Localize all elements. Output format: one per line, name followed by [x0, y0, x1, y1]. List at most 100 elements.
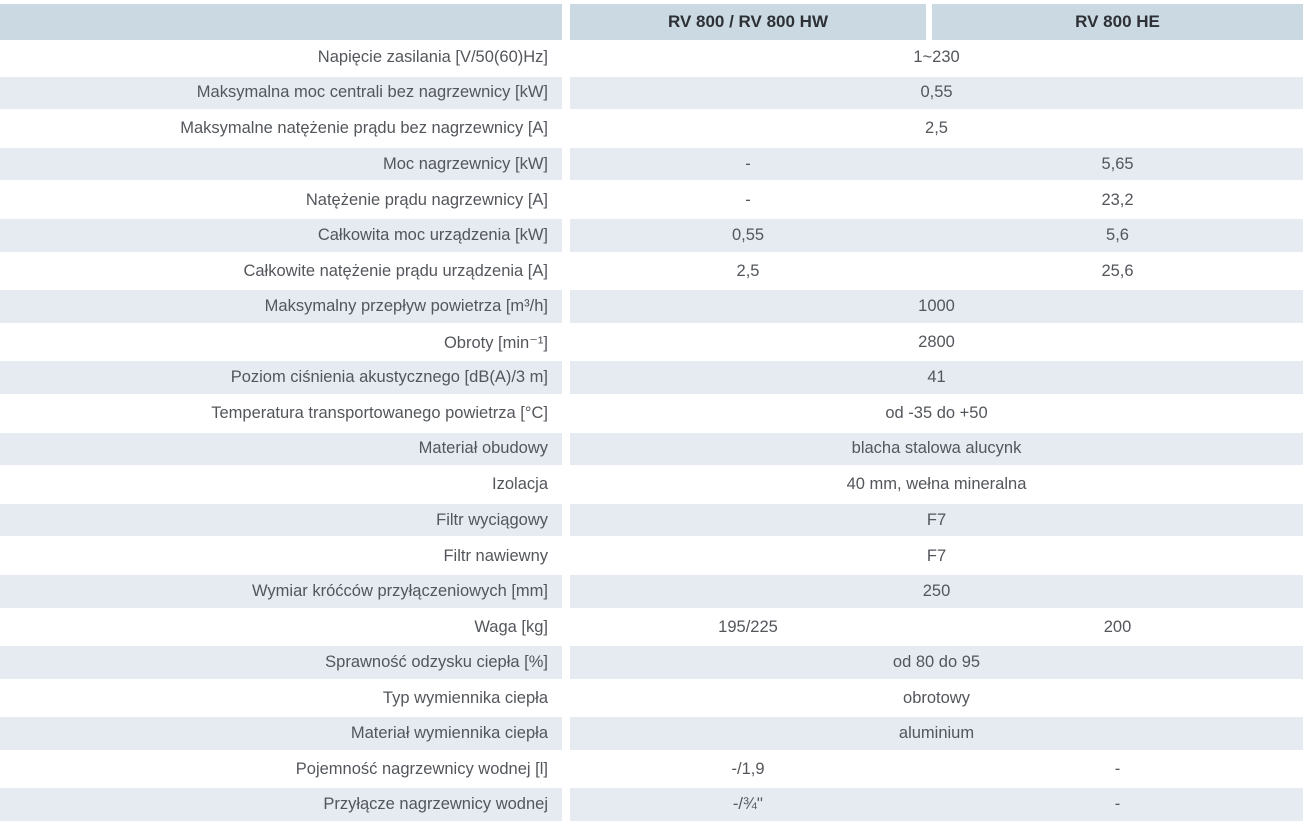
row-values: od -35 do +50 — [570, 396, 1303, 432]
table-row: Filtr nawiewny F7 — [0, 538, 1303, 574]
row-label: Natężenie prądu nagrzewnicy [A] — [305, 190, 548, 209]
row-value-rv800-hw: -/¾'' — [732, 795, 764, 814]
label-column-gap — [562, 573, 570, 610]
row-label: Wymiar króćców przyłączeniowych [mm] — [0, 573, 562, 610]
table-row: Maksymalna moc centrali bez nagrzewnicy … — [0, 75, 1303, 112]
label-column-gap — [562, 146, 570, 183]
table-row: Obroty [min⁻¹] 2800 — [0, 324, 1303, 361]
label-column-gap — [562, 217, 570, 254]
row-value-both-models: 1000 — [918, 296, 955, 315]
label-column-gap — [562, 360, 570, 396]
label-column-gap — [562, 502, 570, 539]
row-values: 1~230 — [570, 40, 1303, 76]
row-label: Całkowite natężenie prądu urządzenia [A] — [243, 261, 548, 280]
label-column-gap — [562, 4, 570, 40]
table-row: Moc nagrzewnicy [kW] - 5,65 — [0, 146, 1303, 183]
row-label: Waga [kg] — [474, 617, 548, 636]
header-empty-cell — [0, 4, 562, 40]
row-values: 1000 — [570, 289, 1303, 325]
row-label: Sprawność odzysku ciepła [%] — [0, 645, 562, 681]
row-values: F7 — [570, 502, 1303, 539]
row-label: Moc nagrzewnicy [kW] — [0, 146, 562, 183]
row-value-rv800-hw: - — [745, 190, 751, 209]
column-header-rv800-he: RV 800 HE — [932, 4, 1303, 40]
row-values: 0,55 — [570, 75, 1303, 112]
column-gap — [926, 4, 932, 40]
row-value-both-models: 1~230 — [913, 48, 960, 67]
row-label: Materiał wymiennika ciepła — [0, 716, 562, 752]
row-values: 250 — [570, 573, 1303, 610]
row-label: Maksymalne natężenie prądu bez nagrzewni… — [180, 119, 548, 138]
row-value-rv800-he: 5,6 — [1106, 225, 1129, 244]
row-value-rv800-hw: -/1,9 — [731, 760, 765, 779]
table-row: Całkowite natężenie prądu urządzenia [A]… — [0, 253, 1303, 290]
label-column-gap — [562, 787, 570, 823]
row-value-both-models: 41 — [927, 368, 946, 387]
row-value-rv800-he: - — [1114, 795, 1121, 814]
row-values: 40 mm, wełna mineralna — [570, 467, 1303, 503]
table-row: Całkowita moc urządzenia [kW] 0,55 5,6 — [0, 217, 1303, 254]
row-value-rv800-he: 23,2 — [1101, 190, 1134, 209]
row-values: od 80 do 95 — [570, 645, 1303, 681]
table-row: Maksymalny przepływ powietrza [m³/h] 1000 — [0, 289, 1303, 325]
row-value-rv800-he: 25,6 — [1101, 261, 1134, 280]
row-values: -/1,9 - — [570, 752, 1303, 788]
row-values: blacha stalowa alucynk — [570, 431, 1303, 468]
row-values: 41 — [570, 360, 1303, 396]
table-row: Napięcie zasilania [V/50(60)Hz] 1~230 — [0, 40, 1303, 76]
row-label: Typ wymiennika ciepła — [382, 688, 548, 707]
table-row: Waga [kg] 195/225 200 — [0, 609, 1303, 646]
row-label: Maksymalna moc centrali bez nagrzewnicy … — [0, 75, 562, 112]
label-column-gap — [562, 467, 570, 503]
table-row: Poziom ciśnienia akustycznego [dB(A)/3 m… — [0, 360, 1303, 396]
label-column-gap — [562, 289, 570, 325]
row-label: Przyłącze nagrzewnicy wodnej — [0, 787, 562, 823]
row-values: - 23,2 — [570, 182, 1303, 218]
table-row: Natężenie prądu nagrzewnicy [A] - 23,2 — [0, 182, 1303, 218]
row-values: obrotowy — [570, 681, 1303, 717]
row-label: Izolacja — [492, 475, 548, 494]
label-column-gap — [562, 75, 570, 112]
row-label: Maksymalny przepływ powietrza [m³/h] — [0, 289, 562, 325]
row-value-rv800-hw: - — [745, 154, 751, 173]
table-row: Pojemność nagrzewnicy wodnej [l] -/1,9 - — [0, 751, 1303, 788]
label-column-gap — [562, 253, 570, 290]
table-row: Maksymalne natężenie prądu bez nagrzewni… — [0, 111, 1303, 147]
label-column-gap — [562, 431, 570, 468]
row-value-rv800-he: 200 — [1103, 617, 1132, 636]
row-value-both-models: 0,55 — [920, 83, 953, 102]
label-column-gap — [562, 40, 570, 76]
row-value-rv800-hw: 0,55 — [731, 225, 765, 244]
row-value-both-models: 2,5 — [925, 119, 948, 138]
label-column-gap — [562, 645, 570, 681]
label-column-gap — [562, 538, 570, 574]
row-label: Napięcie zasilania [V/50(60)Hz] — [317, 48, 548, 67]
label-column-gap — [562, 751, 570, 788]
table-header-row: RV 800 / RV 800 HW RV 800 HE — [0, 4, 1303, 40]
label-column-gap — [562, 395, 570, 432]
row-values: aluminium — [570, 716, 1303, 752]
row-values: F7 — [570, 538, 1303, 574]
label-column-gap — [562, 182, 570, 218]
row-label: Poziom ciśnienia akustycznego [dB(A)/3 m… — [0, 360, 562, 396]
row-value-both-models: 250 — [922, 581, 951, 600]
row-value-both-models: od 80 do 95 — [892, 652, 981, 671]
row-values: 2,5 — [570, 111, 1303, 147]
row-value-rv800-he: - — [1114, 760, 1121, 779]
row-label: Temperatura transportowanego powietrza [… — [211, 404, 548, 423]
table-row: Sprawność odzysku ciepła [%] od 80 do 95 — [0, 645, 1303, 681]
table-row: Typ wymiennika ciepła obrotowy — [0, 680, 1303, 717]
table-row: Temperatura transportowanego powietrza [… — [0, 395, 1303, 432]
table-body: Napięcie zasilania [V/50(60)Hz] 1~230 Maks… — [0, 40, 1303, 823]
label-column-gap — [562, 111, 570, 147]
row-values: 2,5 25,6 — [570, 254, 1303, 290]
row-value-both-models: blacha stalowa alucynk — [851, 439, 1022, 458]
row-values: -/¾'' - — [570, 787, 1303, 823]
table-row: Materiał obudowy blacha stalowa alucynk — [0, 431, 1303, 468]
row-value-rv800-hw: 2,5 — [736, 261, 760, 280]
row-values: 0,55 5,6 — [570, 217, 1303, 254]
row-values: 2800 — [570, 325, 1303, 361]
row-values: 195/225 200 — [570, 610, 1303, 646]
label-column-gap — [562, 680, 570, 717]
column-header-rv800-hw: RV 800 / RV 800 HW — [570, 4, 926, 40]
